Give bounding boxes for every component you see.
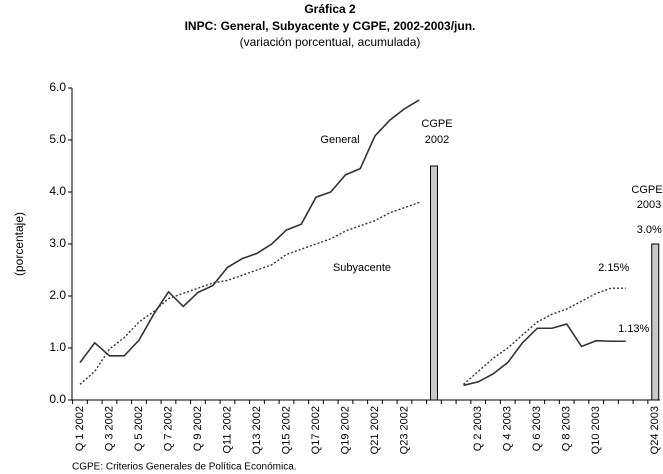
x-tick-label: Q17 2002 xyxy=(310,406,322,454)
x-tick-label: Q 1 2002 xyxy=(74,406,86,451)
x-tick-label: Q 2 2003 xyxy=(472,406,484,451)
y-tick-label: 3.0 xyxy=(49,236,66,250)
line-series xyxy=(79,99,626,387)
annotation: CGPE xyxy=(631,184,662,196)
x-tick-label: Q13 2002 xyxy=(251,406,263,454)
value-label: 1.13% xyxy=(618,323,649,335)
x-tick-label: Q19 2002 xyxy=(339,406,351,454)
series-label: General xyxy=(320,134,359,146)
y-tick-label: 0.0 xyxy=(49,392,66,406)
bar xyxy=(430,165,438,401)
x-tick-label: Q 8 2003 xyxy=(561,406,573,451)
annotation: 2002 xyxy=(425,134,449,146)
x-tick-label: Q 9 2002 xyxy=(192,406,204,451)
x-tick-label: Q11 2002 xyxy=(221,406,233,454)
x-tick-label: Q10 2003 xyxy=(590,406,602,454)
y-tick-label: 1.0 xyxy=(49,340,66,354)
y-tick-label: 4.0 xyxy=(49,184,66,198)
bar xyxy=(651,243,660,401)
annotation: 2003 xyxy=(637,199,661,211)
x-tick-label: Q 4 2003 xyxy=(502,406,514,451)
y-tick-label: 6.0 xyxy=(49,80,66,94)
x-tick-label: Q15 2002 xyxy=(280,406,292,454)
y-tick-label: 5.0 xyxy=(49,132,66,146)
x-tick-label: Q 3 2002 xyxy=(103,406,115,451)
x-tick-label: Q 7 2002 xyxy=(162,406,174,451)
value-label: 3.0% xyxy=(637,224,662,236)
series-label: Subyacente xyxy=(333,262,391,274)
chart-subtitle: (variación porcentual, acumulada) xyxy=(240,35,421,49)
y-axis-label: (porcentaje) xyxy=(12,212,26,276)
value-label: 2.15% xyxy=(598,262,629,274)
annotation: CGPE xyxy=(421,118,452,130)
chart-subtitle: INPC: General, Subyacente y CGPE, 2002-2… xyxy=(185,19,476,33)
x-tick-label: Q24 2003 xyxy=(649,406,661,454)
x-tick-label: Q21 2002 xyxy=(369,406,381,454)
x-tick-label: Q 5 2002 xyxy=(133,406,145,451)
x-tick-label: Q 6 2003 xyxy=(531,406,543,451)
y-tick-label: 2.0 xyxy=(49,288,66,302)
line-series xyxy=(79,201,626,385)
x-tick-label: Q23 2002 xyxy=(398,406,410,454)
chart-title: Gráfica 2 xyxy=(304,2,356,16)
footnote: CGPE: Criterios Generales de Política Ec… xyxy=(72,462,297,473)
